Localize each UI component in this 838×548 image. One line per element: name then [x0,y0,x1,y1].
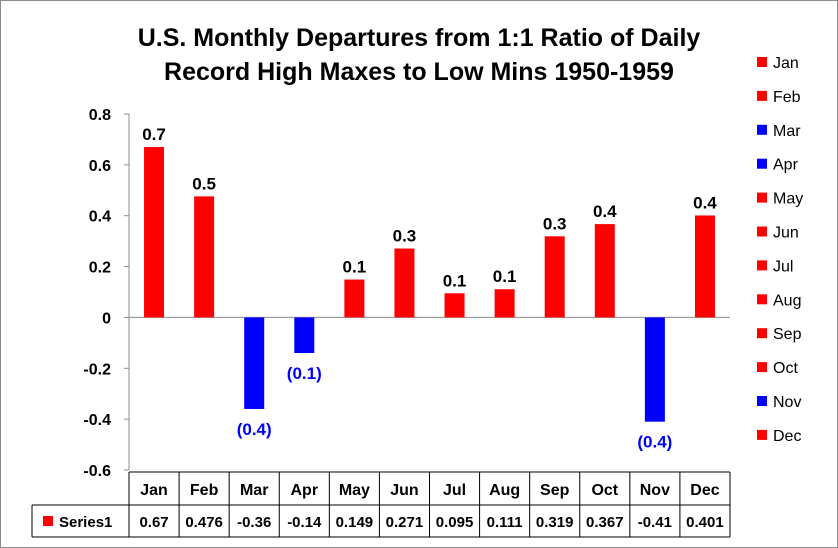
legend-label: May [773,191,803,208]
category-label: Oct [591,482,618,499]
data-label: (0.4) [237,420,272,439]
category-label: May [339,482,370,499]
legend-swatch [757,396,767,406]
data-label: 0.1 [443,271,467,290]
bar-jul [444,293,465,318]
table-cell: 0.095 [436,514,474,531]
table-cell: 0.401 [686,514,724,531]
table-cell: 0.476 [185,514,223,531]
y-tick-label: -0.2 [83,361,111,378]
y-tick-label: -0.6 [83,463,111,480]
legend-swatch [757,260,767,271]
legend-label: Jan [773,55,799,72]
category-label: Mar [240,482,268,499]
legend-swatch [757,328,767,339]
series-name: Series1 [59,514,112,531]
bar-aug [494,289,515,318]
bar-dec [694,215,715,318]
category-label: Apr [291,482,319,499]
data-label: 0.5 [192,174,216,193]
table-cell: -0.36 [237,514,271,531]
chart-title-line1: U.S. Monthly Departures from 1:1 Ratio o… [138,24,701,52]
category-label: Jun [390,482,418,499]
data-table: Jan 0.67 Feb 0.476 Mar -0.36 Apr -0.14 May 0.149 J… [31,471,731,538]
legend-label: Mar [773,123,801,140]
table-cell: -0.14 [287,514,322,531]
legend-label: Jul [773,258,793,275]
chart-title-line2: Record High Maxes to Low Mins 1950-1959 [164,58,674,86]
y-tick-label: 0.2 [89,260,111,277]
legend-swatch [757,429,767,440]
legend-swatch [757,226,767,237]
category-label: Nov [640,482,670,499]
table-cell: 0.67 [139,514,168,531]
data-label: (0.4) [637,433,672,452]
y-tick-label: 0.8 [89,107,111,124]
legend-swatch [757,158,767,169]
data-label: 0.4 [593,202,617,221]
legend-label: Nov [773,394,801,411]
legend-label: Aug [773,292,801,309]
table-cell: 0.111 [487,514,523,531]
bar-may [344,279,365,318]
y-tick-label: 0 [102,310,111,327]
y-tick-label: -0.4 [83,412,111,429]
plot-area: -0.6 -0.4 -0.2 0 0.2 0.4 0.6 0.8 0.7 0.5 (0.4) (0.1… [83,107,730,480]
category-label: Jul [443,482,466,499]
y-tick-label: 0.4 [89,209,111,226]
data-label: (0.1) [287,364,322,383]
data-label: 0.3 [393,227,417,246]
bar-sep [544,236,565,318]
table-cell: -0.41 [638,514,672,531]
bar-apr [294,317,315,354]
category-label: Jan [140,482,168,499]
bar-jan [144,147,165,318]
legend-label: Dec [773,428,801,445]
data-label: 0.4 [693,193,717,212]
bar-feb [194,196,215,318]
data-label: 0.1 [493,267,517,286]
legend: Jan Feb Mar Apr May Jun Jul Aug Sep Oct Nov Dec [757,55,803,445]
legend-swatch [757,192,767,203]
data-label: 0.7 [142,125,166,144]
table-cell: 0.271 [386,514,424,531]
table-cell: 0.367 [586,514,624,531]
category-label: Dec [690,482,719,499]
table-cell: 0.319 [536,514,574,531]
legend-swatch [757,124,767,135]
legend-swatch [757,57,767,67]
category-label: Aug [489,482,520,499]
series-key [43,516,53,526]
data-label: 0.1 [343,258,367,277]
legend-swatch [757,90,767,101]
legend-swatch [757,362,767,373]
table-cell: 0.149 [336,514,374,531]
bar-nov [644,317,665,422]
legend-label: Feb [773,89,801,106]
legend-label: Sep [773,326,802,343]
category-label: Feb [190,482,219,499]
data-label: 0.3 [543,214,567,233]
legend-label: Oct [773,360,798,377]
legend-label: Jun [773,225,799,242]
category-label: Sep [540,482,570,499]
legend-swatch [757,294,767,305]
bar-jun [394,248,415,318]
legend-label: Apr [773,157,799,174]
bar-oct [594,224,615,318]
y-tick-label: 0.6 [89,158,111,175]
bar-mar [244,317,265,409]
